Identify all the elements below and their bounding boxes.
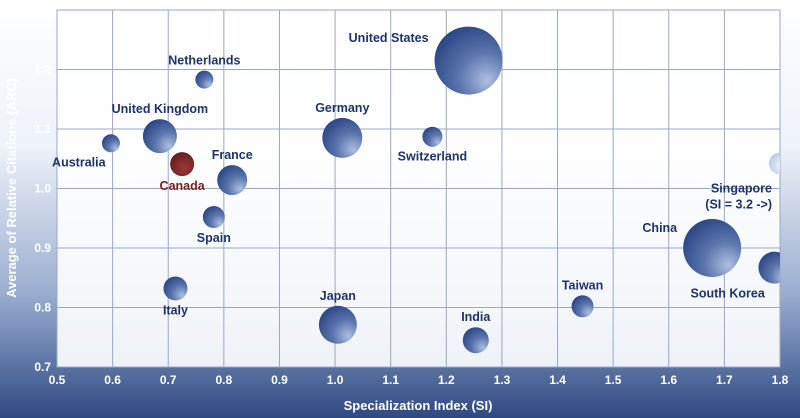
- x-tick-labels: 0.5 0.6 0.7 0.8 0.9 1.0 1.1 1.2 1.3 1.4 1.5 1.6 1.7 1…: [49, 373, 789, 387]
- x-tick-label: 0.7: [160, 373, 177, 387]
- y-tick-label: 0.7: [34, 360, 51, 374]
- x-tick-label: 1.6: [660, 373, 677, 387]
- bubble-label: China: [642, 221, 678, 235]
- bubble-label: Netherlands: [168, 54, 240, 68]
- bubble-united-kingdom: [142, 119, 177, 154]
- y-axis-title: Average of Relative Citations (ARC): [4, 78, 19, 298]
- bubble-label: Spain: [197, 231, 231, 245]
- y-tick-label: 0.8: [34, 301, 51, 315]
- bubble-spain: [202, 206, 225, 229]
- x-tick-label: 1.1: [382, 373, 399, 387]
- bubble-netherlands: [195, 70, 214, 89]
- bubble-label: Switzerland: [398, 150, 467, 164]
- bubble-label: Australia: [52, 155, 107, 169]
- bubble-label: United States: [349, 31, 429, 45]
- bubble-germany: [322, 117, 363, 158]
- bubble-china: [683, 219, 742, 277]
- x-tick-label: 1.4: [549, 373, 566, 387]
- x-tick-label: 0.6: [104, 373, 121, 387]
- bubbles: [101, 26, 780, 354]
- x-tick-label: 1.7: [716, 373, 733, 387]
- bubble-australia: [101, 134, 120, 153]
- x-tick-label: 0.8: [216, 373, 233, 387]
- x-tick-label: 1.5: [605, 373, 622, 387]
- bubble-label: United Kingdom: [112, 102, 209, 116]
- x-tick-label: 0.5: [49, 373, 66, 387]
- bubble-label: Taiwan: [562, 278, 603, 292]
- bubble-label: France: [212, 148, 253, 162]
- bubble-canada: [170, 152, 195, 177]
- y-tick-labels: 0.7 0.8 0.9 1.0 1.1 1.2 1.3: [34, 3, 51, 374]
- bubble-labels: United States Netherlands United Kingdom Au…: [52, 31, 772, 324]
- y-tick-label: 1.1: [34, 122, 51, 136]
- x-tick-label: 1.2: [438, 373, 455, 387]
- bubble-france: [217, 165, 248, 196]
- bubble-south-korea: [758, 251, 780, 284]
- bubble-india: [462, 327, 489, 354]
- bubble-taiwan: [571, 295, 594, 318]
- x-tick-label: 1.3: [494, 373, 511, 387]
- grid-lines: [56, 9, 781, 368]
- bubble-label: Italy: [163, 303, 188, 317]
- bubble-italy: [163, 276, 188, 301]
- y-tick-label: 1.0: [34, 182, 51, 196]
- x-axis-title: Specialization Index (SI): [344, 398, 493, 413]
- bubble-switzerland: [422, 126, 443, 147]
- x-tick-label: 1.8: [772, 373, 789, 387]
- bubble-label: South Korea: [691, 287, 766, 301]
- y-tick-label: 1.3: [34, 3, 51, 17]
- bubble-label: India: [461, 310, 491, 324]
- x-tick-label: 0.9: [271, 373, 288, 387]
- bubble-united-states: [434, 26, 503, 95]
- bubble-label: Singapore (SI = 3.2 ->): [705, 182, 772, 212]
- y-tick-label: 0.9: [34, 241, 51, 255]
- bubble-singapore: [769, 152, 780, 175]
- bubble-label: Canada: [160, 179, 206, 193]
- y-tick-label: 1.2: [34, 63, 51, 77]
- x-tick-label: 1.0: [327, 373, 344, 387]
- bubble-label: Germany: [315, 101, 369, 115]
- bubble-japan: [318, 305, 357, 344]
- bubble-label: Japan: [320, 289, 356, 303]
